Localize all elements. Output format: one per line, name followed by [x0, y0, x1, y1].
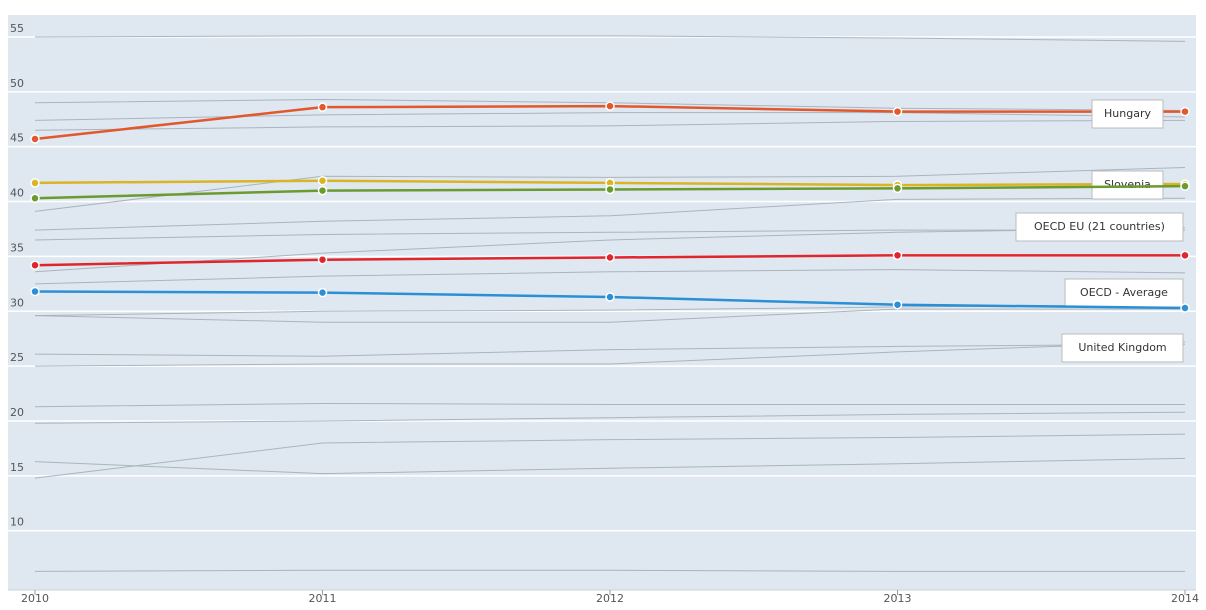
background-line — [34, 197, 1186, 231]
background-line — [34, 343, 1186, 357]
y-tick-label: 20 — [10, 406, 24, 419]
legend-label: Slovenia — [1104, 178, 1151, 191]
y-tick-label: 25 — [10, 351, 24, 364]
data-point — [1180, 303, 1190, 313]
y-tick-label: 40 — [10, 187, 24, 200]
legend-label: Hungary — [1104, 107, 1151, 120]
series-label: Slovenia — [1091, 170, 1164, 200]
label-box — [1015, 212, 1184, 242]
data-point — [605, 252, 615, 263]
data-point — [30, 134, 40, 144]
background-line — [34, 229, 1185, 241]
background-line — [34, 269, 1186, 285]
data-point — [317, 287, 328, 298]
series-label: United Kingdom — [1061, 333, 1184, 363]
x-tick-label: 2011 — [309, 592, 337, 605]
data-point — [30, 286, 40, 297]
x-tick-label: 2013 — [884, 592, 912, 605]
background-line — [34, 119, 1186, 131]
data-point — [30, 178, 40, 188]
label-box — [1091, 170, 1164, 200]
legend-label: OECD - Average — [1080, 286, 1168, 299]
data-point — [317, 102, 328, 112]
y-tick-label: 30 — [10, 296, 24, 309]
y-tick-label: 45 — [10, 132, 24, 145]
background-line — [34, 167, 1186, 212]
label-box — [1091, 99, 1164, 129]
y-tick-label: 50 — [10, 77, 24, 90]
data-point — [605, 184, 615, 195]
background-line — [34, 569, 1185, 572]
series-label: Hungary — [1091, 99, 1164, 129]
y-tick-label: 10 — [10, 516, 24, 529]
data-point — [892, 299, 903, 310]
background-line — [34, 457, 1186, 475]
data-point — [1180, 106, 1190, 117]
x-tick-label: 2014 — [1171, 592, 1199, 605]
background-line — [34, 35, 1186, 42]
data-point — [30, 260, 40, 270]
data-point — [892, 183, 903, 194]
series-label: OECD - Average — [1064, 278, 1184, 308]
y-tick-label: 35 — [10, 241, 24, 254]
data-point — [605, 101, 615, 111]
label-box — [1064, 278, 1184, 308]
data-point — [30, 193, 40, 204]
data-point — [1180, 181, 1190, 191]
legend-label: United Kingdom — [1078, 341, 1166, 354]
background-line — [34, 227, 1186, 273]
data-point — [317, 185, 328, 196]
x-tick-label: 2012 — [596, 592, 624, 605]
background-line — [34, 402, 1185, 408]
series-label: OECD EU (21 countries) — [1015, 212, 1184, 242]
y-tick-label: 15 — [10, 461, 24, 474]
background-line — [34, 433, 1186, 479]
data-point — [1180, 250, 1190, 261]
background-line — [34, 341, 1186, 367]
data-point — [317, 254, 328, 265]
data-point — [892, 106, 903, 117]
background-line — [34, 308, 1185, 323]
data-point — [605, 292, 615, 302]
label-box — [1061, 333, 1184, 363]
legend-label: OECD EU (21 countries) — [1034, 220, 1165, 233]
data-point — [892, 250, 903, 261]
x-tick-label: 2010 — [21, 592, 49, 605]
data-point — [317, 175, 328, 186]
y-tick-label: 55 — [10, 22, 24, 35]
background-line — [34, 411, 1186, 424]
